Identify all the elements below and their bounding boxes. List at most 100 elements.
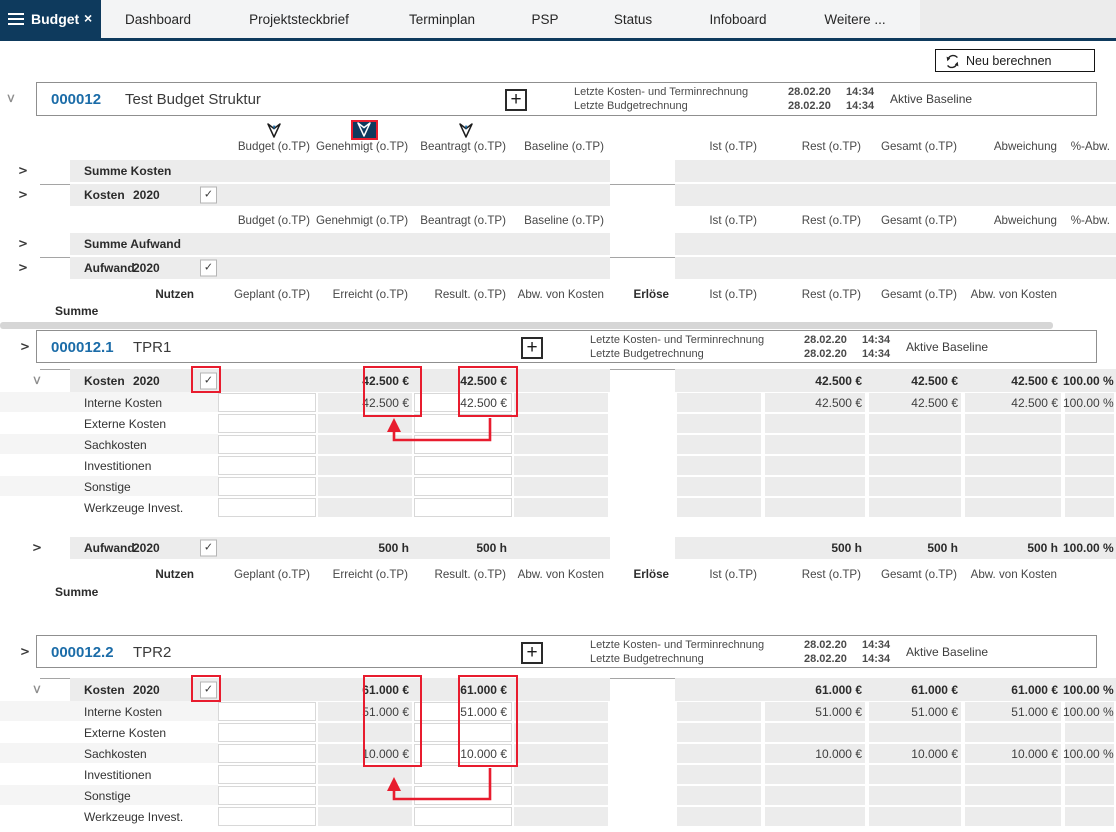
genehmigt-cell[interactable] bbox=[316, 744, 414, 763]
cost-checkbox[interactable]: ✓ bbox=[200, 681, 217, 698]
chevron-down-icon[interactable]: > bbox=[30, 374, 45, 385]
row-band-right bbox=[675, 233, 1116, 255]
recalculate-button[interactable]: Neu berechnen bbox=[935, 49, 1095, 72]
budget-cell[interactable] bbox=[218, 393, 316, 412]
genehmigt-cell[interactable] bbox=[316, 498, 414, 517]
budget-cell[interactable] bbox=[218, 702, 316, 721]
chevron-down-icon[interactable]: > bbox=[4, 93, 19, 104]
budget-cell[interactable] bbox=[218, 786, 316, 805]
filter-icon[interactable] bbox=[265, 123, 283, 144]
budget-cell[interactable] bbox=[218, 723, 316, 742]
budget-cell[interactable] bbox=[218, 414, 316, 433]
beantragt-cell[interactable] bbox=[414, 393, 512, 412]
tab-infoboard[interactable]: Infoboard bbox=[709, 12, 767, 27]
baseline-cell[interactable] bbox=[512, 414, 610, 433]
beantragt-cell[interactable] bbox=[414, 744, 512, 763]
baseline-cell[interactable] bbox=[512, 786, 610, 805]
column-header: %-Abw. bbox=[1070, 214, 1110, 227]
cost-checkbox[interactable]: ✓ bbox=[200, 259, 217, 277]
beantragt-cell[interactable] bbox=[414, 477, 512, 496]
right-cell bbox=[763, 435, 867, 454]
right-cell bbox=[675, 456, 763, 475]
chevron-right-icon[interactable]: > bbox=[20, 643, 31, 658]
tab-weitere-[interactable]: Weitere ... bbox=[824, 12, 886, 27]
close-icon[interactable]: × bbox=[84, 10, 93, 26]
budget-cell[interactable] bbox=[218, 744, 316, 763]
beantragt-cell[interactable] bbox=[414, 498, 512, 517]
beantragt-cell[interactable] bbox=[414, 765, 512, 784]
baseline-cell[interactable] bbox=[512, 456, 610, 475]
right-cell bbox=[867, 435, 963, 454]
chevron-right-icon[interactable]: > bbox=[32, 540, 43, 555]
nutzen-label: Nutzen bbox=[155, 568, 194, 581]
genehmigt-cell[interactable] bbox=[316, 477, 414, 496]
detail-row: Sonstige bbox=[0, 785, 1116, 806]
baseline-cell[interactable] bbox=[512, 477, 610, 496]
baseline-cell[interactable] bbox=[512, 393, 610, 412]
genehmigt-cell[interactable] bbox=[316, 702, 414, 721]
genehmigt-cell[interactable] bbox=[316, 456, 414, 475]
genehmigt-cell[interactable] bbox=[316, 414, 414, 433]
baseline-cell[interactable] bbox=[512, 765, 610, 784]
add-button[interactable]: + bbox=[521, 336, 543, 359]
horizontal-scrollbar[interactable] bbox=[0, 322, 1053, 329]
budget-cell[interactable] bbox=[218, 498, 316, 517]
hamburger-icon[interactable] bbox=[8, 13, 24, 25]
budget-cell[interactable] bbox=[218, 807, 316, 826]
chevron-right-icon[interactable]: > bbox=[18, 187, 29, 202]
budget-cell[interactable] bbox=[218, 765, 316, 784]
right-cell bbox=[1063, 414, 1116, 433]
budget-cell[interactable] bbox=[218, 456, 316, 475]
beantragt-cell[interactable] bbox=[414, 807, 512, 826]
tab-projektsteckbrief[interactable]: Projektsteckbrief bbox=[249, 12, 349, 27]
beantragt-cell[interactable] bbox=[414, 723, 512, 742]
meta-label-1: Letzte Kosten- und Terminrechnung bbox=[574, 86, 749, 98]
filter-icon-active[interactable] bbox=[351, 120, 378, 140]
baseline-cell[interactable] bbox=[512, 807, 610, 826]
budget-cell[interactable] bbox=[218, 477, 316, 496]
genehmigt-cell[interactable] bbox=[316, 435, 414, 454]
baseline-cell[interactable] bbox=[512, 498, 610, 517]
row-band-right bbox=[675, 257, 1116, 279]
cost-type-label: Aufwand bbox=[84, 541, 135, 555]
beantragt-cell[interactable] bbox=[414, 456, 512, 475]
cost-checkbox[interactable]: ✓ bbox=[200, 372, 217, 389]
beantragt-cell[interactable] bbox=[414, 414, 512, 433]
chevron-down-icon[interactable]: > bbox=[30, 683, 45, 694]
column-header: Rest (o.TP) bbox=[801, 214, 861, 227]
baseline-cell[interactable] bbox=[512, 435, 610, 454]
cell-value: 42.500 € bbox=[362, 395, 409, 410]
detail-row: Sachkosten bbox=[0, 434, 1116, 455]
add-button[interactable]: + bbox=[505, 89, 527, 111]
beantragt-cell[interactable] bbox=[414, 702, 512, 721]
cell-value: 10.000 € bbox=[911, 746, 958, 761]
beantragt-cell[interactable] bbox=[414, 786, 512, 805]
baseline-cell[interactable] bbox=[512, 744, 610, 763]
budget-cell[interactable] bbox=[218, 435, 316, 454]
add-button[interactable]: + bbox=[521, 641, 543, 664]
genehmigt-cell[interactable] bbox=[316, 723, 414, 742]
baseline-cell[interactable] bbox=[512, 723, 610, 742]
genehmigt-cell[interactable] bbox=[316, 393, 414, 412]
genehmigt-cell[interactable] bbox=[316, 765, 414, 784]
chevron-right-icon[interactable]: > bbox=[18, 163, 29, 178]
genehmigt-cell[interactable] bbox=[316, 807, 414, 826]
tab-budget-active[interactable]: Budget × bbox=[0, 0, 101, 41]
cost-checkbox[interactable]: ✓ bbox=[200, 539, 217, 557]
tab-psp[interactable]: PSP bbox=[531, 12, 559, 27]
tab-dashboard[interactable]: Dashboard bbox=[124, 12, 192, 27]
chevron-right-icon[interactable]: > bbox=[20, 338, 31, 353]
cost-checkbox[interactable]: ✓ bbox=[200, 186, 217, 204]
tab-status[interactable]: Status bbox=[613, 12, 653, 27]
chevron-right-icon[interactable]: > bbox=[18, 260, 29, 275]
chevron-right-icon[interactable]: > bbox=[18, 236, 29, 251]
cost-year-label: 2020 bbox=[133, 682, 160, 697]
cell-value: 500 h bbox=[831, 541, 862, 555]
tab-terminplan[interactable]: Terminplan bbox=[408, 12, 476, 27]
meta-time-1: 14:34 bbox=[846, 86, 875, 98]
genehmigt-cell[interactable] bbox=[316, 786, 414, 805]
baseline-cell[interactable] bbox=[512, 702, 610, 721]
filter-icon[interactable] bbox=[457, 123, 475, 144]
beantragt-cell[interactable] bbox=[414, 435, 512, 454]
meta-date-2: 28.02.20 bbox=[788, 100, 831, 112]
